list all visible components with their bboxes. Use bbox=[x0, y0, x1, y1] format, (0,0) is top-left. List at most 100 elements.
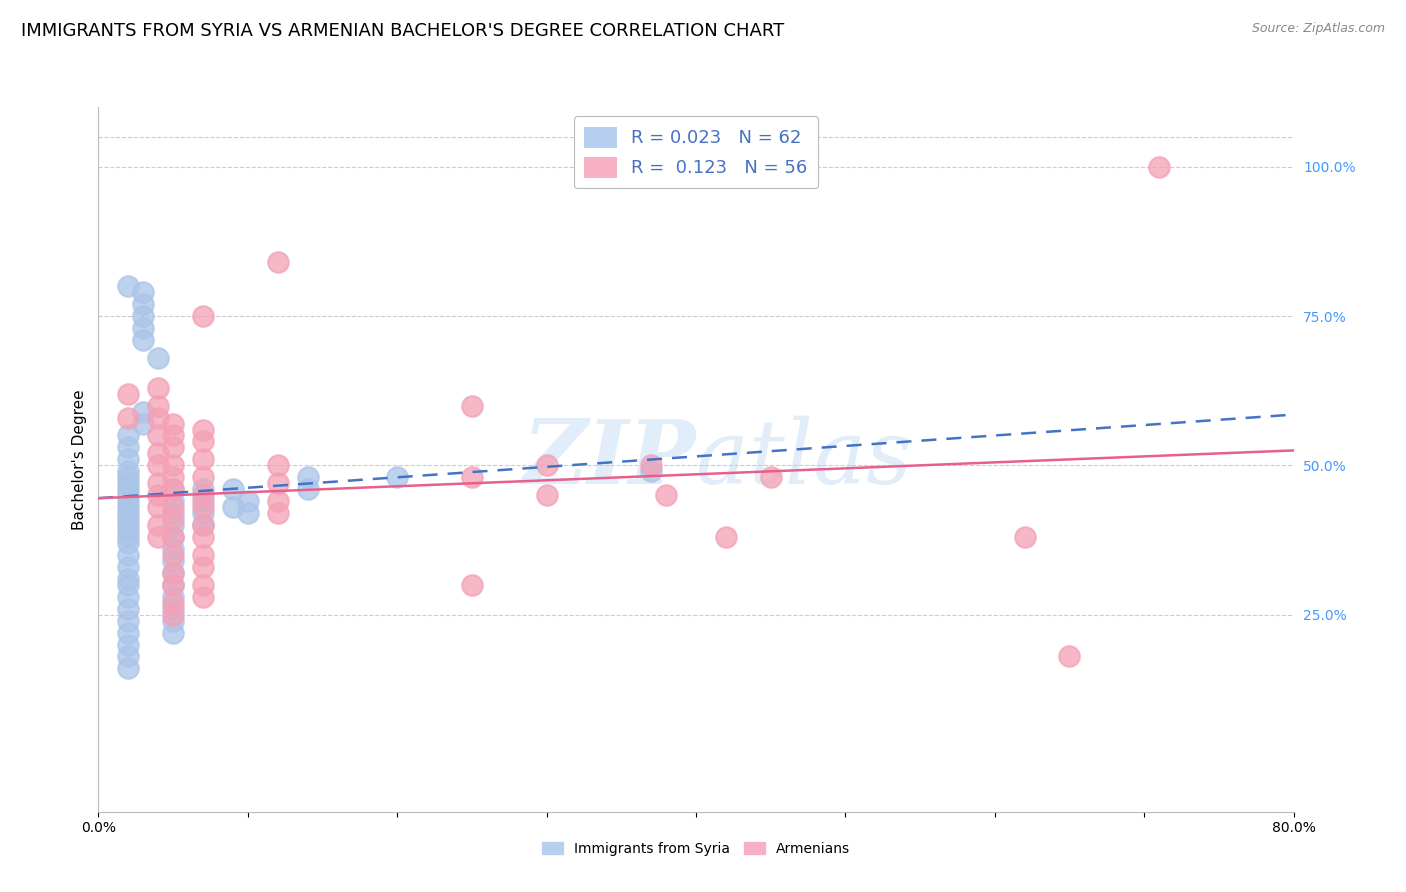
Point bbox=[461, 399, 484, 413]
Point bbox=[117, 560, 139, 574]
Point bbox=[267, 494, 290, 508]
Point bbox=[162, 607, 184, 622]
Point bbox=[117, 494, 139, 508]
Point bbox=[117, 661, 139, 675]
Point bbox=[162, 458, 184, 473]
Point bbox=[191, 434, 214, 449]
Point bbox=[117, 482, 139, 496]
Point bbox=[191, 518, 214, 533]
Point bbox=[297, 470, 319, 484]
Point bbox=[385, 470, 409, 484]
Point bbox=[1147, 160, 1170, 174]
Point bbox=[461, 470, 484, 484]
Point bbox=[191, 423, 214, 437]
Point bbox=[536, 488, 558, 502]
Point bbox=[162, 596, 184, 610]
Point bbox=[117, 464, 139, 478]
Point bbox=[117, 649, 139, 664]
Point bbox=[117, 386, 139, 401]
Point bbox=[162, 518, 184, 533]
Point bbox=[117, 625, 139, 640]
Point bbox=[117, 506, 139, 520]
Point bbox=[117, 470, 139, 484]
Point bbox=[191, 482, 214, 496]
Point bbox=[132, 321, 155, 335]
Point bbox=[148, 518, 170, 533]
Text: ZIP: ZIP bbox=[523, 417, 696, 502]
Point bbox=[162, 417, 184, 431]
Point bbox=[117, 548, 139, 562]
Point bbox=[148, 446, 170, 460]
Point bbox=[191, 488, 214, 502]
Point bbox=[162, 500, 184, 515]
Point bbox=[236, 494, 259, 508]
Point bbox=[117, 279, 139, 293]
Point bbox=[148, 399, 170, 413]
Point bbox=[714, 530, 737, 544]
Point bbox=[117, 441, 139, 455]
Point bbox=[222, 500, 245, 515]
Point bbox=[236, 506, 259, 520]
Point bbox=[191, 470, 214, 484]
Point bbox=[191, 452, 214, 467]
Point bbox=[132, 417, 155, 431]
Point bbox=[162, 494, 184, 508]
Point bbox=[162, 590, 184, 604]
Point bbox=[117, 578, 139, 592]
Point bbox=[162, 441, 184, 455]
Point bbox=[117, 488, 139, 502]
Point bbox=[267, 255, 290, 269]
Point bbox=[148, 428, 170, 442]
Point bbox=[222, 482, 245, 496]
Point bbox=[191, 309, 214, 323]
Point bbox=[162, 482, 184, 496]
Point bbox=[1059, 649, 1081, 664]
Point bbox=[148, 351, 170, 365]
Point bbox=[655, 488, 678, 502]
Point bbox=[191, 530, 214, 544]
Point bbox=[132, 285, 155, 300]
Point bbox=[162, 548, 184, 562]
Point bbox=[759, 470, 782, 484]
Point bbox=[536, 458, 558, 473]
Point bbox=[117, 601, 139, 615]
Point bbox=[132, 404, 155, 418]
Point bbox=[117, 638, 139, 652]
Point bbox=[148, 500, 170, 515]
Point bbox=[191, 560, 214, 574]
Text: Source: ZipAtlas.com: Source: ZipAtlas.com bbox=[1251, 22, 1385, 36]
Point bbox=[162, 566, 184, 580]
Point bbox=[117, 530, 139, 544]
Point bbox=[117, 614, 139, 628]
Point bbox=[191, 548, 214, 562]
Point bbox=[148, 476, 170, 491]
Point bbox=[148, 410, 170, 425]
Point bbox=[162, 530, 184, 544]
Point bbox=[297, 482, 319, 496]
Point bbox=[191, 590, 214, 604]
Point bbox=[117, 452, 139, 467]
Text: IMMIGRANTS FROM SYRIA VS ARMENIAN BACHELOR'S DEGREE CORRELATION CHART: IMMIGRANTS FROM SYRIA VS ARMENIAN BACHEL… bbox=[21, 22, 785, 40]
Point bbox=[162, 541, 184, 556]
Point bbox=[267, 476, 290, 491]
Point bbox=[162, 578, 184, 592]
Point bbox=[148, 458, 170, 473]
Point bbox=[117, 536, 139, 550]
Point bbox=[1014, 530, 1036, 544]
Point bbox=[117, 572, 139, 586]
Point bbox=[117, 512, 139, 526]
Point bbox=[117, 428, 139, 442]
Point bbox=[117, 500, 139, 515]
Legend: Immigrants from Syria, Armenians: Immigrants from Syria, Armenians bbox=[537, 836, 855, 861]
Point bbox=[162, 614, 184, 628]
Point bbox=[162, 470, 184, 484]
Point bbox=[191, 506, 214, 520]
Point bbox=[191, 518, 214, 533]
Point bbox=[117, 476, 139, 491]
Point bbox=[162, 554, 184, 568]
Point bbox=[148, 530, 170, 544]
Point bbox=[191, 494, 214, 508]
Point bbox=[132, 297, 155, 311]
Point bbox=[132, 333, 155, 347]
Point bbox=[148, 381, 170, 395]
